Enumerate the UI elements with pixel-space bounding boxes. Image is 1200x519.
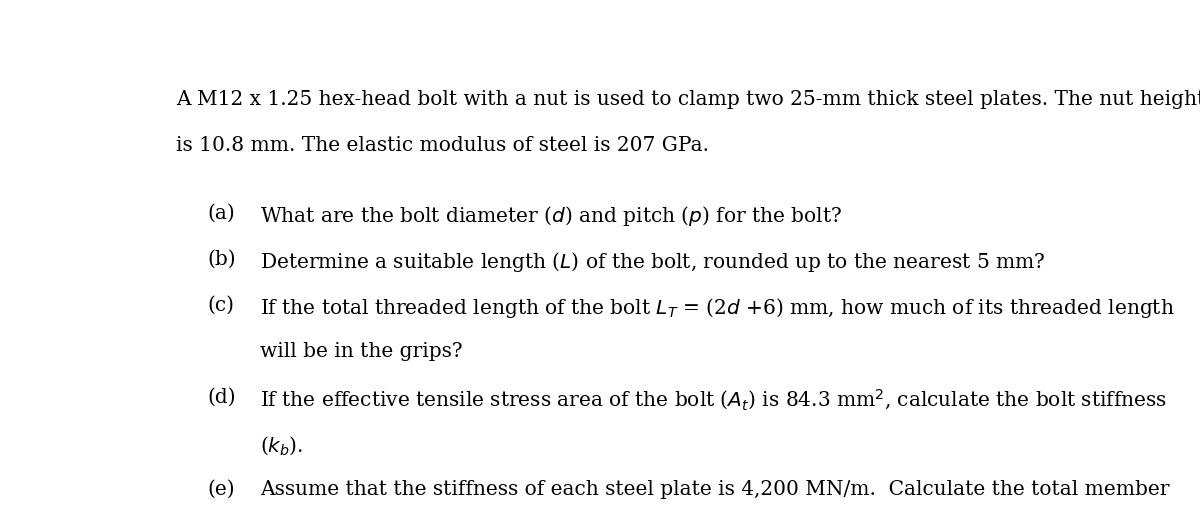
Text: If the total threaded length of the bolt $L_T$ = (2$d$ +6) mm, how much of its t: If the total threaded length of the bolt… xyxy=(259,296,1175,320)
Text: A M12 x 1.25 hex-head bolt with a nut is used to clamp two 25-mm thick steel pla: A M12 x 1.25 hex-head bolt with a nut is… xyxy=(176,90,1200,110)
Text: If the effective tensile stress area of the bolt ($A_t$) is 84.3 mm$^2$, calcula: If the effective tensile stress area of … xyxy=(259,388,1166,413)
Text: Assume that the stiffness of each steel plate is 4,200 MN/m.  Calculate the tota: Assume that the stiffness of each steel … xyxy=(259,480,1169,499)
Text: What are the bolt diameter ($d$) and pitch ($p$) for the bolt?: What are the bolt diameter ($d$) and pit… xyxy=(259,204,841,228)
Text: (a): (a) xyxy=(208,204,235,223)
Text: will be in the grips?: will be in the grips? xyxy=(259,342,462,361)
Text: Determine a suitable length ($L$) of the bolt, rounded up to the nearest 5 mm?: Determine a suitable length ($L$) of the… xyxy=(259,250,1045,274)
Text: ($k_b$).: ($k_b$). xyxy=(259,434,304,457)
Text: (d): (d) xyxy=(208,388,236,407)
Text: is 10.8 mm. The elastic modulus of steel is 207 GPa.: is 10.8 mm. The elastic modulus of steel… xyxy=(176,136,709,155)
Text: (b): (b) xyxy=(208,250,236,269)
Text: (e): (e) xyxy=(208,480,235,499)
Text: (c): (c) xyxy=(208,296,235,315)
